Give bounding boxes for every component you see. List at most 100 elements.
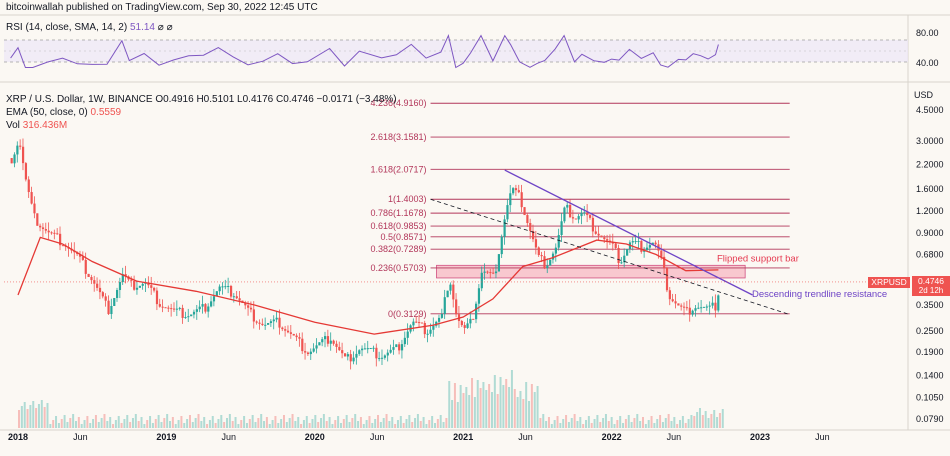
- candle-body: [540, 255, 543, 257]
- volume-bar: [271, 420, 274, 428]
- volume-bar: [596, 415, 599, 428]
- candle-body: [107, 300, 110, 315]
- candle-body: [685, 307, 689, 309]
- candle-body: [329, 340, 332, 344]
- candle-body: [432, 325, 435, 330]
- volume-bar: [302, 420, 305, 428]
- volume-bar: [653, 423, 656, 428]
- candle-body: [335, 343, 338, 347]
- volume-bar: [593, 419, 596, 428]
- candle-body: [275, 317, 278, 320]
- candle-body: [150, 285, 153, 288]
- volume-bar: [294, 421, 297, 428]
- volume-bar: [371, 423, 374, 428]
- candle-body: [423, 322, 426, 335]
- candle-body: [660, 250, 663, 257]
- candle-body: [554, 247, 557, 254]
- candle-body: [415, 321, 418, 323]
- volume-bar: [160, 422, 163, 428]
- candle-body: [78, 254, 82, 257]
- time-tick-label: 2022: [602, 432, 622, 442]
- symbol-badge: XRPUSD: [868, 277, 910, 288]
- volume-bar: [288, 418, 291, 428]
- volume-bar: [399, 416, 402, 428]
- rsi-visibility-icons[interactable]: ⌀ ⌀: [157, 22, 173, 33]
- volume-bar: [377, 415, 380, 428]
- time-tick-label: Jun: [815, 432, 830, 442]
- candle-body: [50, 232, 53, 234]
- volume-bar: [525, 382, 528, 428]
- volume-bar: [103, 414, 106, 428]
- volume-bar: [519, 391, 522, 428]
- candle-body: [631, 241, 634, 243]
- ema-value: 0.5559: [90, 107, 122, 118]
- candle-body: [500, 236, 503, 255]
- candle-body: [161, 306, 164, 308]
- candle-body: [520, 192, 523, 208]
- candle-body: [486, 271, 489, 273]
- price-tick-label: 0.6800: [916, 249, 944, 259]
- candle-body: [96, 283, 99, 288]
- candle-body: [700, 307, 703, 309]
- candle-body: [13, 154, 16, 164]
- candle-body: [19, 145, 22, 147]
- volume-bar: [263, 421, 266, 428]
- volume-bar: [448, 381, 451, 428]
- candle-body: [383, 355, 387, 358]
- candle-body: [301, 338, 304, 352]
- candle-body: [172, 308, 176, 310]
- volume-bar: [342, 419, 345, 428]
- volume-bar: [698, 408, 701, 428]
- rsi-legend: RSI (14, close, SMA, 14, 2) 51.14 ⌀ ⌀: [6, 22, 173, 33]
- volume-bar: [636, 414, 639, 428]
- candle-body: [252, 309, 255, 322]
- fib-level-label: 0.5(0.8571): [381, 232, 427, 242]
- candle-body: [59, 233, 62, 246]
- volume-bar: [385, 414, 388, 428]
- candle-body: [591, 217, 595, 232]
- volume-bar: [587, 416, 590, 428]
- candle-body: [674, 301, 677, 304]
- candle-body: [517, 190, 520, 193]
- candle-body: [640, 241, 643, 252]
- volume-bar: [26, 409, 29, 428]
- volume-bar: [157, 415, 160, 428]
- volume-bar: [656, 419, 659, 428]
- time-tick-label: Jun: [73, 432, 88, 442]
- volume-bar: [619, 416, 622, 428]
- candle-body: [343, 353, 347, 357]
- volume-bar: [616, 420, 619, 428]
- volume-bar: [225, 418, 228, 428]
- candle-body: [61, 245, 65, 247]
- candle-body: [677, 303, 680, 306]
- volume-bar: [573, 414, 576, 428]
- fib-level-label: 1(1.4003): [388, 194, 427, 204]
- volume-bar: [428, 420, 431, 428]
- volume-bar: [186, 419, 189, 428]
- candle-body: [512, 188, 515, 194]
- volume-bar: [325, 421, 328, 428]
- volume-bar: [100, 418, 103, 428]
- candle-body: [267, 323, 270, 325]
- candle-body: [224, 286, 227, 288]
- volume-bar: [55, 416, 58, 428]
- candle-body: [560, 221, 563, 236]
- volume-bar: [163, 418, 166, 428]
- volume-bar: [126, 415, 129, 428]
- candle-body: [135, 287, 139, 290]
- candle-body: [497, 254, 501, 272]
- volume-bar: [396, 420, 399, 428]
- candle-body: [141, 283, 144, 286]
- candle-body: [603, 237, 606, 240]
- candle-body: [418, 322, 421, 324]
- candle-body: [626, 249, 629, 256]
- volume-bar: [431, 416, 434, 428]
- candle-body: [167, 307, 170, 309]
- candle-body: [480, 272, 483, 289]
- price-tick-label: 0.9000: [916, 228, 944, 238]
- volume-bar: [439, 415, 442, 428]
- fib-level-label: 0.382(0.7289): [371, 244, 427, 254]
- volume-bar: [630, 422, 633, 428]
- volume-bar: [465, 387, 468, 428]
